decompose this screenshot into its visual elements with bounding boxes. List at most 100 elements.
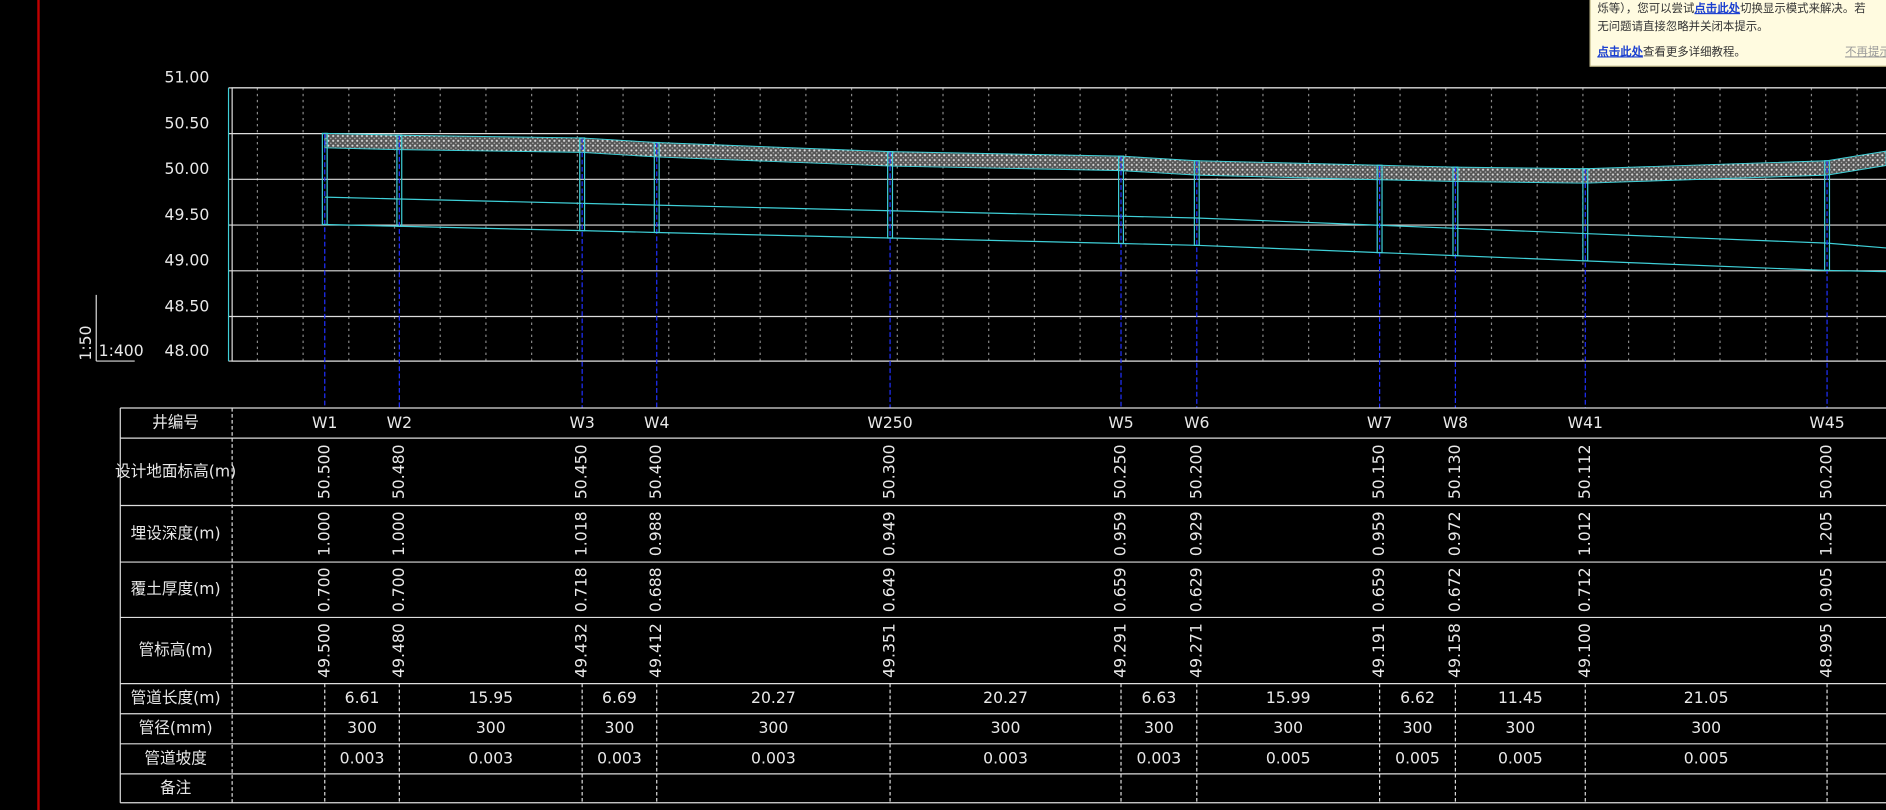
well-value: 49.500 bbox=[314, 623, 333, 678]
elevation-label: 51.00 bbox=[165, 68, 210, 87]
well-value: 50.200 bbox=[1817, 444, 1836, 499]
well-id: W1 bbox=[312, 413, 337, 432]
well-value: 50.450 bbox=[572, 444, 591, 499]
well-value: 50.150 bbox=[1369, 444, 1388, 499]
segment-value: 0.005 bbox=[1684, 748, 1729, 767]
manhole bbox=[1376, 164, 1383, 254]
well-id: W2 bbox=[387, 413, 412, 432]
segment-value: 300 bbox=[347, 718, 377, 737]
manhole bbox=[396, 134, 403, 227]
row-label: 管道长度(m) bbox=[131, 688, 221, 707]
notice-text: 点击此处查看更多详细教程。 bbox=[1597, 44, 1745, 58]
well-value: 0.649 bbox=[880, 567, 899, 612]
segment-value: 0.003 bbox=[983, 748, 1028, 767]
profile: 51.00 50.50 50.00 49.50 49.00 48.50 48.00 bbox=[165, 68, 1886, 409]
manhole bbox=[653, 141, 660, 234]
well-value: 49.351 bbox=[880, 623, 899, 678]
manhole bbox=[1452, 166, 1459, 257]
well-value: 49.291 bbox=[1111, 623, 1130, 678]
well-value: 0.700 bbox=[389, 567, 408, 612]
elevation-label: 50.00 bbox=[165, 159, 210, 178]
row-label: 管标高(m) bbox=[138, 640, 212, 659]
segment-value: 0.003 bbox=[340, 748, 385, 767]
segment-value: 300 bbox=[1505, 718, 1535, 737]
segment-value: 300 bbox=[1403, 718, 1433, 737]
segment-value: 6.62 bbox=[1400, 688, 1435, 707]
ground-band bbox=[324, 132, 1886, 184]
segment-value: 300 bbox=[1144, 718, 1174, 737]
well-value: 50.480 bbox=[389, 444, 408, 499]
segment-value: 0.003 bbox=[468, 748, 513, 767]
well-value: 50.200 bbox=[1186, 444, 1205, 499]
well-value: 0.629 bbox=[1186, 567, 1205, 612]
well-id: W7 bbox=[1367, 413, 1392, 432]
segment-value: 300 bbox=[1273, 718, 1303, 737]
well-value: 0.988 bbox=[646, 511, 665, 556]
notice: 烁等），您可以尝试点击此处切换显示模式来解决。若 无问题请直接忽略并关闭本提示。… bbox=[1589, 0, 1886, 67]
row-label: 管道坡度 bbox=[144, 748, 207, 767]
segment-value: 15.95 bbox=[468, 688, 513, 707]
row-label: 埋设深度(m) bbox=[131, 523, 221, 542]
well-id: W8 bbox=[1443, 413, 1468, 432]
well-value: 0.700 bbox=[314, 567, 333, 612]
well-value: 50.300 bbox=[880, 444, 899, 499]
segment-value: 0.005 bbox=[1395, 748, 1440, 767]
segment-value: 11.45 bbox=[1498, 688, 1543, 707]
well-value: 0.659 bbox=[1369, 567, 1388, 612]
manhole bbox=[1824, 160, 1831, 272]
well-value: 1.205 bbox=[1817, 511, 1836, 556]
well-value: 1.000 bbox=[389, 511, 408, 556]
row-label: 备注 bbox=[160, 778, 192, 797]
elevation-label: 49.50 bbox=[165, 205, 210, 224]
well-id: W3 bbox=[569, 413, 594, 432]
well-id: W5 bbox=[1108, 413, 1133, 432]
well-value: 0.959 bbox=[1111, 511, 1130, 556]
well-value: 0.718 bbox=[572, 567, 591, 612]
well-value: 0.949 bbox=[880, 511, 899, 556]
well-value: 49.158 bbox=[1445, 623, 1464, 678]
well-value: 0.959 bbox=[1369, 511, 1388, 556]
well-value: 50.250 bbox=[1111, 444, 1130, 499]
segment-value: 0.005 bbox=[1266, 748, 1311, 767]
segment-value: 6.63 bbox=[1142, 688, 1177, 707]
manhole bbox=[321, 132, 328, 226]
well-value: 0.672 bbox=[1445, 567, 1464, 612]
well-value: 1.018 bbox=[572, 511, 591, 556]
segment-value: 300 bbox=[1691, 718, 1721, 737]
pipe-bottom bbox=[324, 223, 1886, 273]
notice-text: 无问题请直接忽略并关闭本提示。 bbox=[1597, 19, 1768, 33]
scale-indicator: 1:50 1:400 bbox=[76, 294, 144, 362]
well-value: 0.659 bbox=[1111, 567, 1130, 612]
well-value: 49.412 bbox=[646, 623, 665, 678]
row-label: 设计地面标高(m) bbox=[115, 461, 236, 480]
elevation-label: 48.00 bbox=[165, 341, 210, 360]
well-value: 0.972 bbox=[1445, 511, 1464, 556]
segment-value: 15.99 bbox=[1266, 688, 1311, 707]
row-label: 管径(mm) bbox=[139, 718, 213, 737]
segment-value: 20.27 bbox=[983, 688, 1028, 707]
horizontal-scale: 1:400 bbox=[99, 341, 144, 360]
notice-box bbox=[1589, 0, 1886, 67]
well-value: 1.000 bbox=[314, 511, 333, 556]
segment-value: 0.003 bbox=[1137, 748, 1182, 767]
well-id: W250 bbox=[867, 413, 912, 432]
segment-value: 0.003 bbox=[597, 748, 642, 767]
well-value: 49.100 bbox=[1575, 623, 1594, 678]
notice-text: 烁等），您可以尝试点击此处切换显示模式来解决。若 bbox=[1597, 1, 1865, 15]
well-value: 50.112 bbox=[1575, 444, 1594, 499]
well-value: 0.712 bbox=[1575, 567, 1594, 612]
well-id: W6 bbox=[1184, 413, 1209, 432]
row-label: 井编号 bbox=[152, 413, 199, 432]
data-table: 井编号 W1 W2 W3 W4 W250 W5 W6 W7 W8 W41 W45 设计地面标高(m) 50… bbox=[115, 407, 1886, 804]
row-label: 覆土厚度(m) bbox=[131, 579, 221, 598]
vertical-scale: 1:50 bbox=[76, 325, 95, 360]
dismiss-link[interactable]: 不再提示 bbox=[1845, 44, 1886, 58]
segment-value: 300 bbox=[758, 718, 788, 737]
manhole bbox=[887, 151, 894, 239]
well-value: 49.480 bbox=[389, 623, 408, 678]
well-value: 1.012 bbox=[1575, 511, 1594, 556]
manhole bbox=[579, 137, 586, 232]
elevation-label: 50.50 bbox=[165, 113, 210, 132]
manhole bbox=[1118, 155, 1125, 245]
